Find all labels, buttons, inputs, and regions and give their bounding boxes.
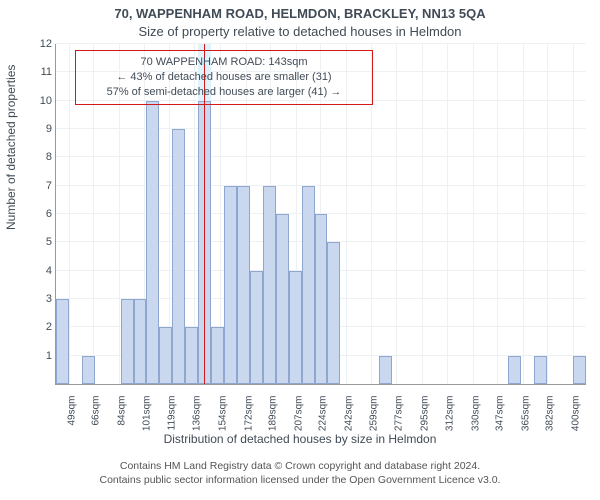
y-tick-label: 8 [22,151,52,163]
x-tick-label: 189sqm [268,396,279,456]
gridline-v [447,44,448,384]
x-tick-label: 242sqm [344,396,355,456]
x-tick-label: 259sqm [368,396,379,456]
histogram-bar [534,356,547,384]
x-tick-label: 207sqm [293,396,304,456]
histogram-bar [327,242,340,384]
histogram-bar [508,356,521,384]
histogram-bar [289,271,302,384]
y-tick-label: 12 [22,38,52,50]
x-tick-label: 119sqm [167,396,178,456]
annotation-box: 70 WAPPENHAM ROAD: 143sqm ← 43% of detach… [75,50,373,105]
x-tick-label: 277sqm [394,396,405,456]
x-tick-label: 400sqm [571,396,582,456]
footer-line-2: Contains public sector information licen… [100,474,501,486]
annotation-line-3: 57% of semi-detached houses are larger (… [107,86,342,98]
y-tick-label: 1 [22,350,52,362]
gridline-v [523,44,524,384]
histogram-bar [159,327,172,384]
x-tick-label: 295sqm [420,396,431,456]
x-tick-label: 49sqm [66,396,77,456]
gridline-v [396,44,397,384]
x-tick-label: 84sqm [117,396,128,456]
histogram-bar [185,327,198,384]
histogram-bar [379,356,392,384]
annotation-line-1: 70 WAPPENHAM ROAD: 143sqm [140,56,307,68]
y-tick-label: 6 [22,208,52,220]
histogram-bar [263,186,276,384]
histogram-bar [315,214,328,384]
chart-title-main: 70, WAPPENHAM ROAD, HELMDON, BRACKLEY, N… [0,6,600,21]
x-tick-label: 224sqm [318,396,329,456]
x-tick-label: 101sqm [141,396,152,456]
y-axis-title: Number of detached properties [4,65,18,230]
histogram-bar [211,327,224,384]
x-tick-label: 312sqm [444,396,455,456]
footer-line-1: Contains HM Land Registry data © Crown c… [120,460,480,472]
histogram-bar [56,299,69,384]
chart-title-sub: Size of property relative to detached ho… [0,24,600,39]
gridline-v [573,44,574,384]
histogram-bar [121,299,134,384]
x-tick-label: 172sqm [243,396,254,456]
y-tick-label: 7 [22,180,52,192]
y-tick-label: 2 [22,321,52,333]
x-tick-label: 66sqm [91,396,102,456]
chart-footer: Contains HM Land Registry data © Crown c… [0,460,600,487]
histogram-bar [276,214,289,384]
y-tick-label: 11 [22,66,52,78]
gridline-v [547,44,548,384]
y-tick-label: 4 [22,265,52,277]
histogram-bar [250,271,263,384]
histogram-bar [224,186,237,384]
histogram-bar [134,299,147,384]
x-tick-label: 330sqm [470,396,481,456]
y-tick-label: 10 [22,95,52,107]
x-tick-label: 382sqm [545,396,556,456]
gridline-v [497,44,498,384]
x-tick-label: 365sqm [520,396,531,456]
histogram-bar [146,101,159,384]
y-tick-label: 9 [22,123,52,135]
x-tick-label: 347sqm [494,396,505,456]
x-tick-label: 136sqm [191,396,202,456]
histogram-bar [237,186,250,384]
annotation-line-2: ← 43% of detached houses are smaller (31… [116,71,331,83]
y-tick-label: 3 [22,293,52,305]
x-tick-label: 154sqm [217,396,228,456]
gridline-v [422,44,423,384]
histogram-bar [82,356,95,384]
y-tick-label: 5 [22,236,52,248]
gridline-v [473,44,474,384]
gridline-v [69,44,70,384]
histogram-bar [172,129,185,384]
histogram-bar [302,186,315,384]
histogram-bar [573,356,586,384]
